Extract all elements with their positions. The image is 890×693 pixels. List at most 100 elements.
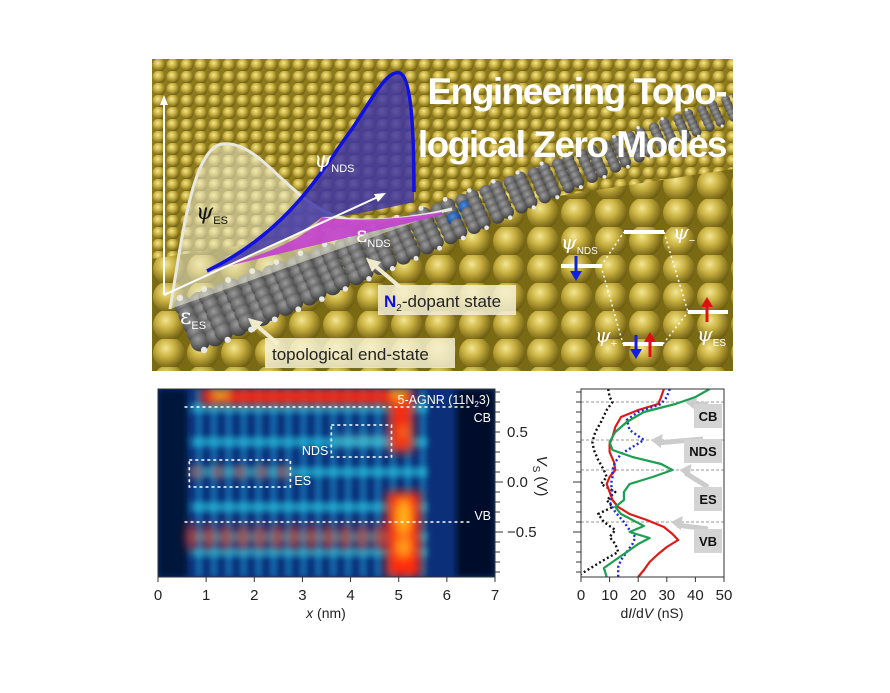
hydrogen-atom xyxy=(612,134,616,139)
spectra-x-axis-label: dI/dV (nS) xyxy=(620,605,683,621)
heatmap-title: 5-AGNR (11N23) xyxy=(398,393,490,409)
hydrogen-atom xyxy=(466,188,472,193)
level-psi-nds-label: ψNDS xyxy=(561,230,598,257)
psi-nds-fill xyxy=(207,72,414,271)
heatmap-spot xyxy=(213,466,224,478)
callout-label-vb: VB xyxy=(699,534,717,549)
carbon-atom xyxy=(609,161,622,173)
heatmap-band xyxy=(191,502,428,512)
spectra-x-tick-label: 30 xyxy=(658,587,675,604)
heatmap-spot xyxy=(335,434,346,446)
heatmap-spot xyxy=(306,523,317,551)
carbon-atom xyxy=(214,322,234,342)
psi-nds-label: ψNDS xyxy=(314,148,355,175)
spectra-x-tick-label: 50 xyxy=(716,587,733,604)
spectrum-blue-dotted xyxy=(608,389,671,577)
heatmap-feature-VB-end xyxy=(386,492,421,577)
hydrogen-atom xyxy=(319,296,325,302)
cover-title-line1: Engineering Topo- xyxy=(427,71,726,112)
carbon-atom xyxy=(524,195,538,209)
heatmap-streak xyxy=(195,389,202,577)
heatmap-hotspot xyxy=(392,389,405,399)
carbon-atom xyxy=(715,117,725,127)
level-psi-es-label: ψES xyxy=(697,322,726,349)
hydrogen-atom xyxy=(578,185,583,190)
heatmap-streak xyxy=(300,389,307,577)
heatmap-x-tick-label: 2 xyxy=(250,587,258,604)
heatmap-band xyxy=(191,547,428,557)
band-label-cb: CB xyxy=(474,411,491,425)
heatmap-streak xyxy=(389,389,396,577)
carbon-atom xyxy=(633,151,645,163)
overlap-fill xyxy=(207,212,442,271)
heatmap-streak xyxy=(285,389,292,577)
heatmap-band xyxy=(191,532,428,542)
heatmap-x-tick-label: 7 xyxy=(491,587,499,604)
dopant-label-box xyxy=(378,285,516,315)
hydrogen-atom xyxy=(491,179,496,184)
end-state-label-box xyxy=(265,338,455,368)
callout-arrowhead-icon xyxy=(679,464,692,478)
hydrogen-atom xyxy=(555,195,560,200)
psi-es-fill xyxy=(170,143,452,309)
hydrogen-atom xyxy=(224,336,231,343)
hydrogen-atom xyxy=(442,196,448,202)
heatmap-spot xyxy=(272,523,283,551)
callout-arrowhead-icon xyxy=(685,396,698,410)
heatmap-streak xyxy=(404,389,411,577)
callout-arrowhead-icon xyxy=(670,516,683,530)
heatmap-spot xyxy=(374,434,385,446)
carbon-atom xyxy=(681,132,692,143)
carbon-atom xyxy=(562,181,575,194)
heatmap-spot xyxy=(361,434,372,446)
carbon-atom xyxy=(731,92,733,99)
carbon-atom xyxy=(476,215,491,229)
heatmap-dark-region xyxy=(158,389,187,577)
carbon-atom xyxy=(691,127,702,137)
box-label-es: ES xyxy=(294,474,311,488)
heatmap-spot xyxy=(374,523,385,551)
heatmap-spot xyxy=(220,523,231,551)
end-state-label: topological end-state xyxy=(272,345,429,364)
hydrogen-atom xyxy=(673,144,677,149)
callout-box-cb xyxy=(694,404,722,428)
heatmap-spot xyxy=(348,434,359,446)
carbon-atom xyxy=(586,171,598,183)
carbon-atom xyxy=(190,332,210,352)
heatmap-spot xyxy=(256,466,267,478)
hydrogen-atom xyxy=(602,174,607,179)
heatmap-x-axis-label: x (nm) xyxy=(305,605,346,621)
heatmap-background xyxy=(158,389,495,577)
spin-up-arrow-icon xyxy=(644,332,656,357)
heatmap-spot xyxy=(234,466,245,478)
hydrogen-atom xyxy=(295,306,302,313)
heatmap-band xyxy=(191,467,428,477)
nanoribbon xyxy=(174,92,733,354)
spectra-x-tick-label: 10 xyxy=(601,587,618,604)
carbon-atom xyxy=(643,146,655,158)
heatmap-hotspot xyxy=(214,389,227,399)
energy-level-diagram: ψNDS ψ− ψ+ ψES xyxy=(561,220,728,359)
box-es xyxy=(188,459,292,488)
spectra-x-tick-label: 40 xyxy=(687,587,704,604)
callout-arrowhead-icon xyxy=(650,434,663,448)
spectrum-red xyxy=(605,389,680,577)
y-axis-arrow-icon xyxy=(160,95,168,105)
heatmap-y-tick-label: 0.0 xyxy=(507,474,528,491)
carbon-atom xyxy=(500,205,515,219)
illustration-svg: ψES ψNDS εNDS εES Engineering Topo- logi… xyxy=(152,59,733,371)
carbon-atom xyxy=(705,122,715,132)
spin-down-arrow-icon xyxy=(570,256,582,281)
level-psi-minus-label: ψ− xyxy=(673,220,695,247)
hydrogen-atom xyxy=(515,170,520,175)
heatmap-y-tick-label: −0.5 xyxy=(507,524,537,541)
heatmap-spot xyxy=(278,466,289,478)
heatmap-hotspot xyxy=(397,537,410,557)
callout-label-nds: NDS xyxy=(689,444,717,459)
spectra-x-tick-label: 0 xyxy=(577,587,585,604)
box-label-nds: NDS xyxy=(302,444,328,458)
cover-title-line2: logical Zero Modes xyxy=(418,124,727,165)
carbon-atom xyxy=(572,176,585,189)
callout-box-nds xyxy=(684,439,722,463)
callout-box-vb xyxy=(694,529,722,553)
